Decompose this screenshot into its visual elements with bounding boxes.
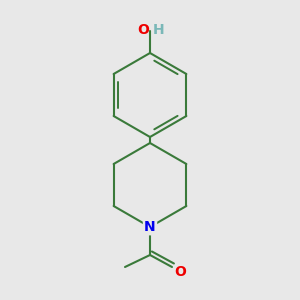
Text: N: N — [144, 220, 156, 234]
Text: O: O — [137, 23, 149, 37]
Text: H: H — [153, 23, 165, 37]
Text: O: O — [174, 265, 186, 279]
